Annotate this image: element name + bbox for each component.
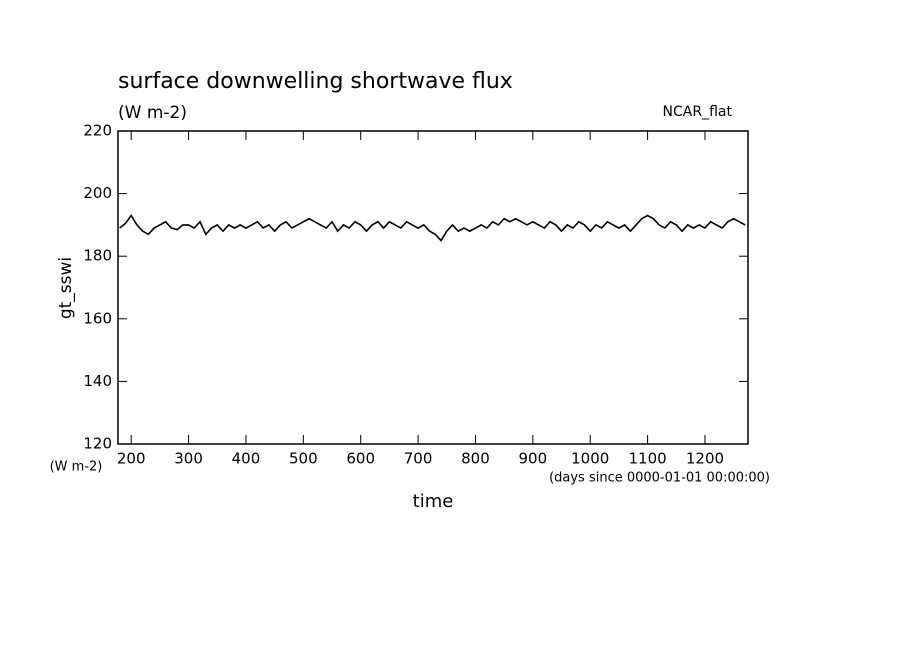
x-units: (days since 0000-01-01 00:00:00) <box>549 471 770 486</box>
y-tick-label: 140 <box>83 372 112 390</box>
plot-frame <box>117 130 749 445</box>
x-tick-label: 600 <box>346 450 375 468</box>
y-tick-label: 160 <box>83 309 112 327</box>
y-tick-label: 200 <box>83 184 112 202</box>
x-tick-label: 1000 <box>571 450 609 468</box>
y-axis-label: gt_sswi <box>56 257 76 319</box>
x-tick-label: 1100 <box>628 450 666 468</box>
x-tick-label: 500 <box>289 450 318 468</box>
data-line <box>119 214 746 242</box>
chart-title: surface downwelling shortwave flux <box>118 69 513 94</box>
x-tick-label: 300 <box>174 450 203 468</box>
annotation: NCAR_flat <box>663 104 733 120</box>
chart-subtitle: (W m-2) <box>118 103 187 123</box>
x-tick-label: 700 <box>404 450 433 468</box>
y-tick-label: 220 <box>83 122 112 140</box>
y-units: (W m-2) <box>50 460 103 475</box>
x-tick-label: 1200 <box>686 450 724 468</box>
x-tick-label: 400 <box>232 450 261 468</box>
y-tick-label: 120 <box>83 435 112 453</box>
x-tick-label: 200 <box>117 450 146 468</box>
x-tick-label: 800 <box>461 450 490 468</box>
x-axis-label: time <box>413 491 454 512</box>
x-tick-label: 900 <box>519 450 548 468</box>
y-tick-label: 180 <box>83 247 112 265</box>
